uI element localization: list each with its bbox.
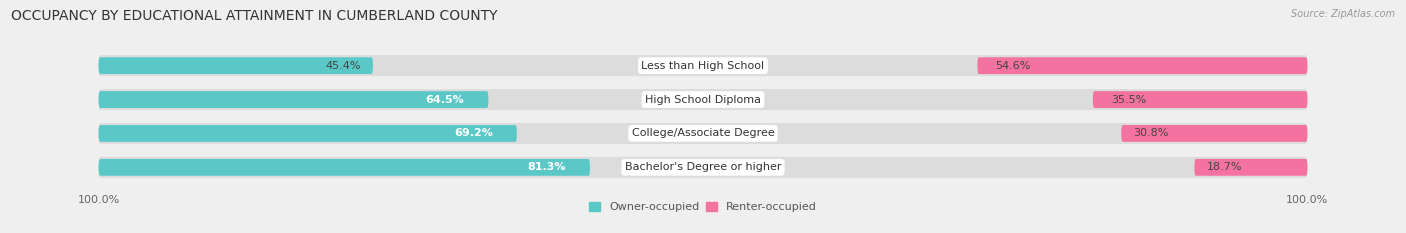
FancyBboxPatch shape [98, 159, 591, 176]
Text: 30.8%: 30.8% [1133, 128, 1168, 138]
FancyBboxPatch shape [1195, 159, 1308, 176]
FancyBboxPatch shape [98, 89, 1308, 110]
Text: 35.5%: 35.5% [1111, 95, 1146, 105]
FancyBboxPatch shape [98, 55, 1308, 76]
Text: 54.6%: 54.6% [995, 61, 1031, 71]
Text: Bachelor's Degree or higher: Bachelor's Degree or higher [624, 162, 782, 172]
FancyBboxPatch shape [98, 91, 488, 108]
FancyBboxPatch shape [98, 123, 1308, 144]
FancyBboxPatch shape [1121, 125, 1308, 142]
FancyBboxPatch shape [98, 157, 1308, 178]
Text: Source: ZipAtlas.com: Source: ZipAtlas.com [1291, 9, 1395, 19]
Text: OCCUPANCY BY EDUCATIONAL ATTAINMENT IN CUMBERLAND COUNTY: OCCUPANCY BY EDUCATIONAL ATTAINMENT IN C… [11, 9, 498, 23]
Text: College/Associate Degree: College/Associate Degree [631, 128, 775, 138]
Text: 64.5%: 64.5% [426, 95, 464, 105]
Text: 45.4%: 45.4% [325, 61, 361, 71]
FancyBboxPatch shape [98, 57, 373, 74]
Text: 69.2%: 69.2% [454, 128, 492, 138]
Text: High School Diploma: High School Diploma [645, 95, 761, 105]
Text: Less than High School: Less than High School [641, 61, 765, 71]
FancyBboxPatch shape [1092, 91, 1308, 108]
FancyBboxPatch shape [977, 57, 1308, 74]
Text: 18.7%: 18.7% [1206, 162, 1241, 172]
FancyBboxPatch shape [98, 125, 517, 142]
Text: 81.3%: 81.3% [527, 162, 565, 172]
Legend: Owner-occupied, Renter-occupied: Owner-occupied, Renter-occupied [589, 202, 817, 212]
